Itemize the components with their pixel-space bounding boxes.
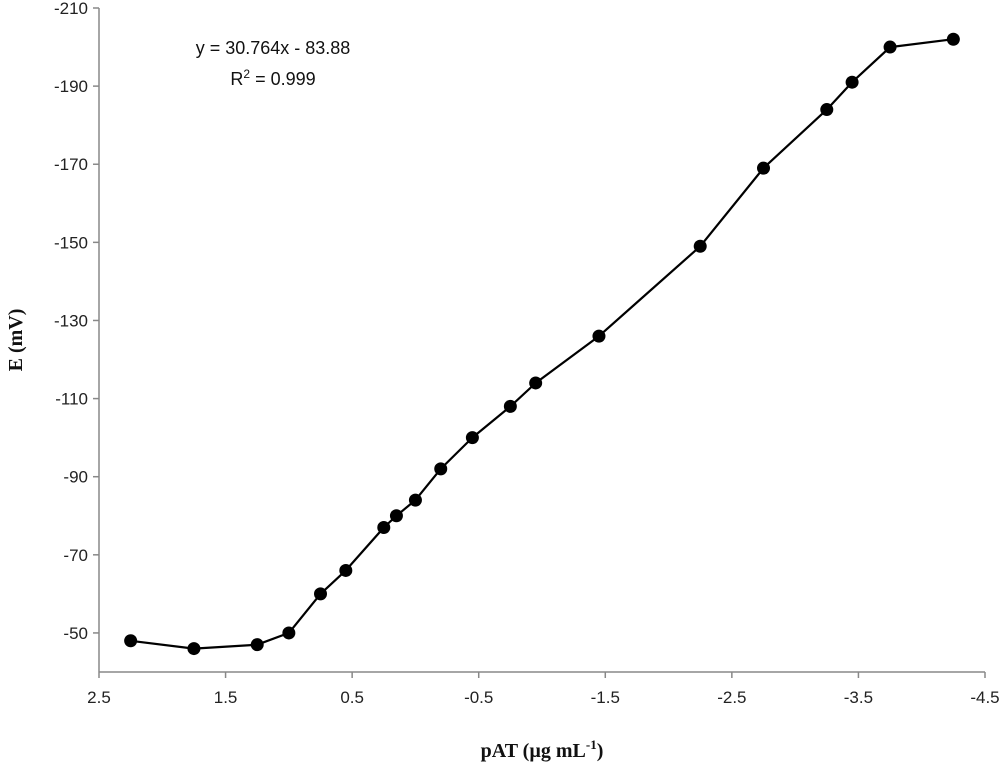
x-tick-label: -2.5 bbox=[717, 688, 746, 707]
y-axis-title: E (mV) bbox=[5, 309, 27, 372]
data-point bbox=[946, 32, 960, 46]
data-point bbox=[883, 40, 897, 54]
data-point bbox=[693, 239, 707, 253]
x-axis-title: pAT (µg mL-1) bbox=[481, 737, 604, 762]
data-point bbox=[377, 520, 391, 534]
y-tick-label: -210 bbox=[54, 0, 88, 18]
series-layer bbox=[124, 32, 960, 656]
x-tick-label: -4.5 bbox=[970, 688, 999, 707]
data-point bbox=[529, 376, 543, 390]
x-axis-title-main: pAT (µg mL bbox=[481, 740, 586, 762]
data-point bbox=[757, 161, 770, 175]
x-axis-title-close: ) bbox=[597, 740, 604, 762]
x-tick-label: -3.5 bbox=[844, 688, 873, 707]
x-tick-label: 2.5 bbox=[87, 688, 111, 707]
x-tick-label: 1.5 bbox=[214, 688, 238, 707]
data-point bbox=[314, 587, 327, 601]
data-point bbox=[592, 329, 606, 343]
y-tick-label: -150 bbox=[54, 233, 88, 252]
axes bbox=[98, 8, 985, 673]
y-tick-label: -170 bbox=[54, 155, 88, 174]
y-tick-label: -190 bbox=[54, 77, 88, 96]
data-point bbox=[434, 462, 448, 476]
y-tick-label: -50 bbox=[63, 624, 88, 643]
data-point bbox=[845, 75, 859, 89]
data-point bbox=[124, 634, 138, 648]
data-point bbox=[339, 563, 353, 577]
x-tick-label: 0.5 bbox=[340, 688, 364, 707]
r-squared-value: = 0.999 bbox=[250, 69, 316, 89]
data-point bbox=[282, 626, 296, 640]
data-point bbox=[250, 638, 264, 652]
data-point bbox=[820, 103, 834, 117]
y-tick-label: -70 bbox=[63, 546, 88, 565]
data-point bbox=[503, 399, 517, 413]
y-ticks: -50 -70 -90 -110 -130 -150 -170 -190 -210 bbox=[54, 0, 99, 643]
data-point bbox=[465, 431, 479, 445]
data-point bbox=[187, 642, 201, 656]
x-tick-label: -0.5 bbox=[464, 688, 493, 707]
r-squared-superscript: 2 bbox=[243, 67, 250, 81]
data-point bbox=[389, 509, 403, 523]
y-tick-label: -90 bbox=[63, 468, 88, 487]
y-tick-label: -110 bbox=[55, 390, 88, 409]
r-squared-prefix: R bbox=[230, 69, 243, 89]
trendline-equation: y = 30.764x - 83.88 bbox=[196, 38, 351, 58]
data-point bbox=[408, 493, 422, 507]
y-tick-label: -130 bbox=[54, 311, 88, 330]
x-tick-label: -1.5 bbox=[591, 688, 620, 707]
x-ticks: 2.5 1.5 0.5 -0.5 -1.5 -2.5 -3.5 -4.5 bbox=[87, 672, 1000, 707]
x-axis-title-superscript: -1 bbox=[586, 737, 597, 752]
r-squared-label: R2 = 0.999 bbox=[230, 67, 315, 89]
series-line bbox=[130, 38, 954, 650]
